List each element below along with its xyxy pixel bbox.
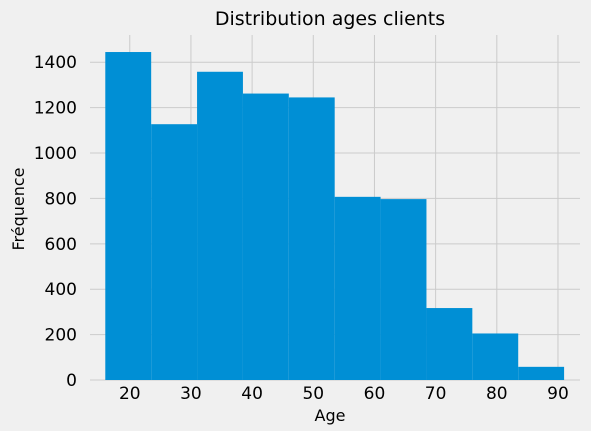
y-tick-label: 800: [45, 189, 77, 209]
y-tick-label: 600: [45, 235, 77, 255]
x-tick-labels: 20 30 40 50 60 70 80 90: [119, 384, 569, 404]
chart-title: Distribution ages clients: [215, 8, 445, 30]
y-tick-label: 200: [45, 326, 77, 346]
y-tick-label: 1000: [34, 144, 77, 164]
x-tick-label: 60: [364, 384, 386, 404]
histogram-bar: [472, 333, 519, 380]
x-tick-label: 40: [241, 384, 263, 404]
histogram-bar: [151, 124, 198, 381]
histogram-bar: [197, 71, 243, 380]
x-tick-label: 50: [302, 384, 324, 404]
bars: [105, 52, 565, 381]
histogram-bar: [242, 93, 289, 381]
x-tick-label: 70: [425, 384, 447, 404]
x-tick-label: 90: [547, 384, 569, 404]
histogram-bar: [334, 196, 381, 380]
histogram-bar: [518, 366, 565, 380]
x-tick-label: 30: [180, 384, 202, 404]
x-tick-label: 20: [119, 384, 141, 404]
histogram-bar: [380, 199, 427, 380]
y-tick-labels: 0 200 400 600 800 1000 1200 1400: [34, 53, 77, 391]
histogram-bar: [288, 97, 335, 381]
y-tick-label: 1400: [34, 53, 77, 73]
histogram-bar: [426, 308, 473, 380]
x-tick-label: 80: [486, 384, 508, 404]
x-axis-label: Age: [315, 406, 346, 425]
y-tick-label: 0: [66, 371, 77, 391]
y-tick-label: 1200: [34, 99, 77, 119]
y-tick-label: 400: [45, 280, 77, 300]
y-axis-label: Fréquence: [9, 167, 28, 250]
histogram-bar: [105, 52, 152, 381]
